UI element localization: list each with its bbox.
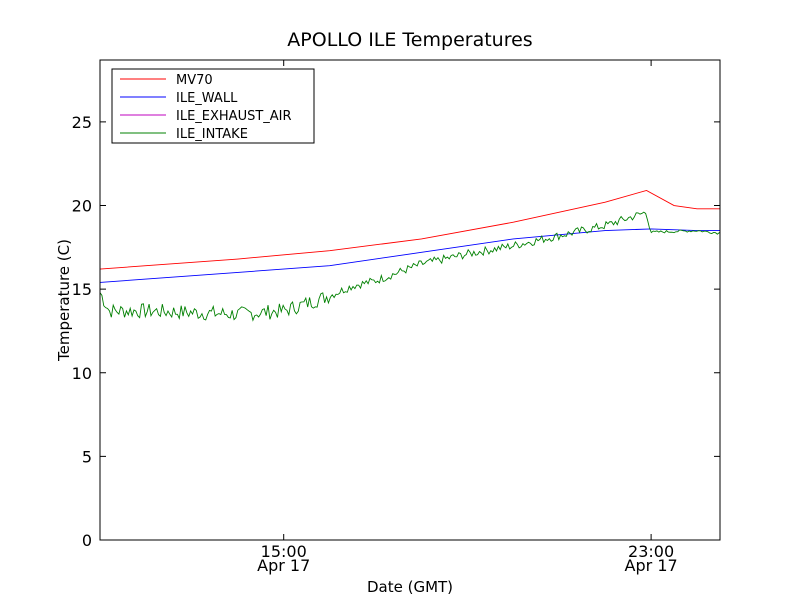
legend-label: ILE_INTAKE: [176, 127, 248, 142]
legend-label: ILE_EXHAUST_AIR: [176, 109, 292, 124]
y-tick-label: 0: [82, 531, 92, 550]
chart-container: APOLLO ILE Temperatures 0 5 10 15 20 25 15:00…: [0, 0, 800, 600]
legend-label: ILE_WALL: [176, 91, 238, 106]
y-tick-label: 5: [82, 447, 92, 466]
y-tick-label: 25: [72, 113, 92, 132]
temperature-chart: APOLLO ILE Temperatures 0510152025 15:00…: [0, 0, 800, 600]
y-tick-label: 20: [72, 197, 92, 216]
x-tick-date-label: Apr 17: [625, 556, 678, 575]
legend-label: MV70: [176, 73, 213, 88]
y-tick-label: 15: [72, 280, 92, 299]
chart-title: APOLLO ILE Temperatures: [287, 29, 532, 51]
legend: MV70 ILE_WALL ILE_EXHAUST_AIR ILE_INTAKE: [112, 69, 314, 143]
x-tick-date-label: Apr 17: [257, 556, 310, 575]
x-axis-label: Date (GMT): [367, 578, 453, 596]
y-tick-label: 10: [72, 364, 92, 383]
y-axis-label: Temperature (C): [55, 239, 73, 362]
